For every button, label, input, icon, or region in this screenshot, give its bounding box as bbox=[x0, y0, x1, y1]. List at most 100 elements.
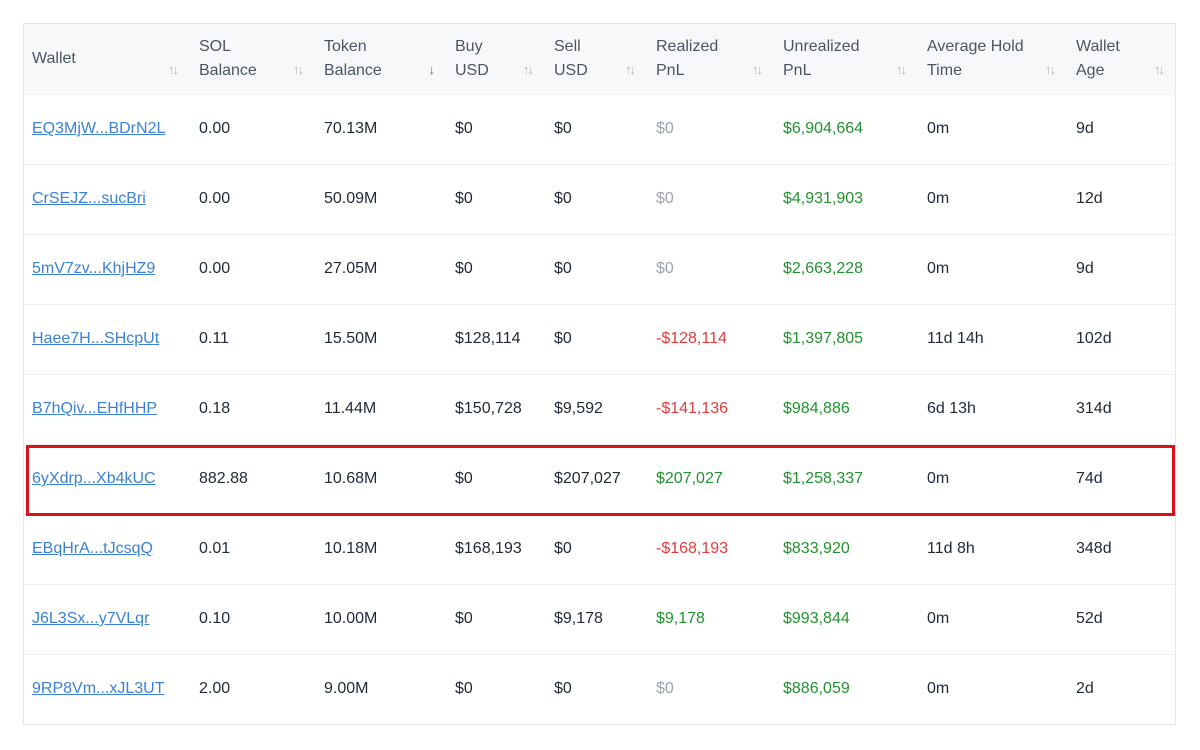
wallet-link[interactable]: 6yXdrp...Xb4kUC bbox=[32, 470, 156, 487]
sort-icon[interactable]: ↑↓ bbox=[625, 61, 636, 77]
table-row: B7hQiv...EHfHHP 0.18 11.44M $150,728 $9,592-… bbox=[24, 373, 1175, 444]
table-row: EBqHrA...tJcsqQ 0.01 10.18M $168,193 $0 -$168… bbox=[24, 513, 1175, 584]
wallet-link[interactable]: B7hQiv...EHfHHP bbox=[32, 400, 158, 417]
cell-sol: 0.00 bbox=[191, 233, 316, 304]
wallet-link[interactable]: EQ3MjW...BDrN2L bbox=[32, 120, 166, 137]
wallet-link[interactable]: 9RP8Vm...xJL3UT bbox=[32, 680, 165, 697]
cell-realized: $0 bbox=[648, 93, 775, 164]
cell-realized: -$141,136 bbox=[648, 373, 775, 444]
cell-unrealized: $984,886 bbox=[775, 373, 919, 444]
column-header-age[interactable]: Wallet Age ↑↓ bbox=[1068, 24, 1175, 94]
cell-sell: $0 bbox=[546, 233, 648, 304]
cell-sell: $0 bbox=[546, 303, 648, 374]
cell-buy: $168,193 bbox=[447, 513, 546, 584]
cell-unrealized: $6,904,664 bbox=[775, 93, 919, 164]
cell-age: 2d bbox=[1068, 653, 1175, 724]
wallet-link[interactable]: 5mV7zv...KhjHZ9 bbox=[32, 260, 156, 277]
sort-icon[interactable]: ↑↓ bbox=[752, 61, 763, 77]
cell-realized: $207,027 bbox=[648, 443, 775, 514]
cell-buy: $0 bbox=[447, 583, 546, 654]
column-header-wallet[interactable]: Wallet ↑↓ bbox=[24, 24, 191, 94]
cell-token: 10.00M bbox=[316, 583, 447, 654]
sort-icon[interactable]: ↑↓ bbox=[523, 61, 534, 77]
column-header-hold[interactable]: Average Hold Time ↑↓ bbox=[919, 24, 1068, 94]
cell-unrealized: $4,931,903 bbox=[775, 163, 919, 234]
column-header-label: Wallet Age bbox=[1076, 37, 1120, 79]
column-header-label: Unrealized PnL bbox=[783, 37, 860, 79]
wallet-link[interactable]: EBqHrA...tJcsqQ bbox=[32, 540, 153, 557]
cell-sell: $207,027 bbox=[546, 443, 648, 514]
cell-hold: 11d 8h bbox=[919, 513, 1068, 584]
cell-hold: 0m bbox=[919, 233, 1068, 304]
sort-icon[interactable]: ↑↓ bbox=[293, 61, 304, 77]
cell-sell: $9,592 bbox=[546, 373, 648, 444]
column-header-label: SOL Balance bbox=[199, 37, 257, 79]
cell-hold: 11d 14h bbox=[919, 303, 1068, 374]
cell-age: 9d bbox=[1068, 233, 1175, 304]
table-row: J6L3Sx...y7VLqr 0.10 10.00M $0 $9,178 $9,178 $… bbox=[24, 583, 1175, 654]
cell-age: 102d bbox=[1068, 303, 1175, 374]
column-header-label: Buy USD bbox=[455, 37, 489, 79]
cell-realized: -$168,193 bbox=[648, 513, 775, 584]
cell-sell: $0 bbox=[546, 653, 648, 724]
cell-realized: $0 bbox=[648, 653, 775, 724]
cell-realized: $0 bbox=[648, 163, 775, 234]
cell-hold: 0m bbox=[919, 583, 1068, 654]
cell-age: 74d bbox=[1068, 443, 1175, 514]
table-row: EQ3MjW...BDrN2L 0.00 70.13M $0 $0 $0 $6,904,66… bbox=[24, 93, 1175, 164]
column-header-sol[interactable]: SOL Balance ↑↓ bbox=[191, 24, 316, 94]
cell-token: 50.09M bbox=[316, 163, 447, 234]
cell-sol: 0.01 bbox=[191, 513, 316, 584]
cell-token: 70.13M bbox=[316, 93, 447, 164]
cell-sol: 0.11 bbox=[191, 303, 316, 374]
column-header-buy[interactable]: Buy USD ↑↓ bbox=[447, 24, 546, 94]
table-header-row: Wallet ↑↓ SOL Balance ↑↓ Token Balance ↓ Buy U… bbox=[24, 24, 1175, 94]
column-header-unrealized[interactable]: Unrealized PnL ↑↓ bbox=[775, 24, 919, 94]
cell-hold: 0m bbox=[919, 163, 1068, 234]
cell-wallet: J6L3Sx...y7VLqr bbox=[24, 583, 191, 654]
sort-desc-icon[interactable]: ↓ bbox=[428, 61, 435, 77]
sort-icon[interactable]: ↑↓ bbox=[168, 61, 179, 77]
column-header-label: Average Hold Time bbox=[927, 37, 1024, 79]
column-header-label: Realized PnL bbox=[656, 37, 719, 79]
cell-sol: 0.10 bbox=[191, 583, 316, 654]
cell-unrealized: $993,844 bbox=[775, 583, 919, 654]
cell-hold: 0m bbox=[919, 653, 1068, 724]
cell-wallet: EQ3MjW...BDrN2L bbox=[24, 93, 191, 164]
table-row: CrSEJZ...sucBri 0.00 50.09M $0 $0 $0 $4,931,90… bbox=[24, 163, 1175, 234]
cell-wallet: EBqHrA...tJcsqQ bbox=[24, 513, 191, 584]
wallet-link[interactable]: Haee7H...SHcpUt bbox=[32, 330, 160, 347]
cell-unrealized: $1,258,337 bbox=[775, 443, 919, 514]
cell-realized: -$128,114 bbox=[648, 303, 775, 374]
cell-buy: $0 bbox=[447, 93, 546, 164]
cell-wallet: Haee7H...SHcpUt bbox=[24, 303, 191, 374]
cell-unrealized: $833,920 bbox=[775, 513, 919, 584]
cell-token: 9.00M bbox=[316, 653, 447, 724]
cell-sell: $0 bbox=[546, 93, 648, 164]
cell-token: 27.05M bbox=[316, 233, 447, 304]
column-header-realized[interactable]: Realized PnL ↑↓ bbox=[648, 24, 775, 94]
wallet-table: Wallet ↑↓ SOL Balance ↑↓ Token Balance ↓ Buy U… bbox=[24, 24, 1175, 724]
sort-icon[interactable]: ↑↓ bbox=[896, 61, 907, 77]
cell-sell: $0 bbox=[546, 513, 648, 584]
column-header-label: Sell USD bbox=[554, 37, 588, 79]
cell-sell: $0 bbox=[546, 163, 648, 234]
cell-buy: $0 bbox=[447, 163, 546, 234]
table-row: Haee7H...SHcpUt 0.11 15.50M $128,114 $0 -$128… bbox=[24, 303, 1175, 374]
column-header-sell[interactable]: Sell USD ↑↓ bbox=[546, 24, 648, 94]
wallet-table-container: Wallet ↑↓ SOL Balance ↑↓ Token Balance ↓ Buy U… bbox=[23, 23, 1176, 725]
sort-icon[interactable]: ↑↓ bbox=[1154, 61, 1165, 77]
column-header-token[interactable]: Token Balance ↓ bbox=[316, 24, 447, 94]
wallet-link[interactable]: CrSEJZ...sucBri bbox=[32, 190, 146, 207]
wallet-link[interactable]: J6L3Sx...y7VLqr bbox=[32, 610, 150, 627]
cell-token: 11.44M bbox=[316, 373, 447, 444]
cell-age: 52d bbox=[1068, 583, 1175, 654]
table-row: 6yXdrp...Xb4kUC 882.88 10.68M $0 $207,027 $20… bbox=[24, 443, 1175, 514]
sort-icon[interactable]: ↑↓ bbox=[1045, 61, 1056, 77]
cell-realized: $0 bbox=[648, 233, 775, 304]
cell-hold: 0m bbox=[919, 443, 1068, 514]
cell-buy: $128,114 bbox=[447, 303, 546, 374]
cell-age: 348d bbox=[1068, 513, 1175, 584]
cell-age: 12d bbox=[1068, 163, 1175, 234]
cell-wallet: B7hQiv...EHfHHP bbox=[24, 373, 191, 444]
